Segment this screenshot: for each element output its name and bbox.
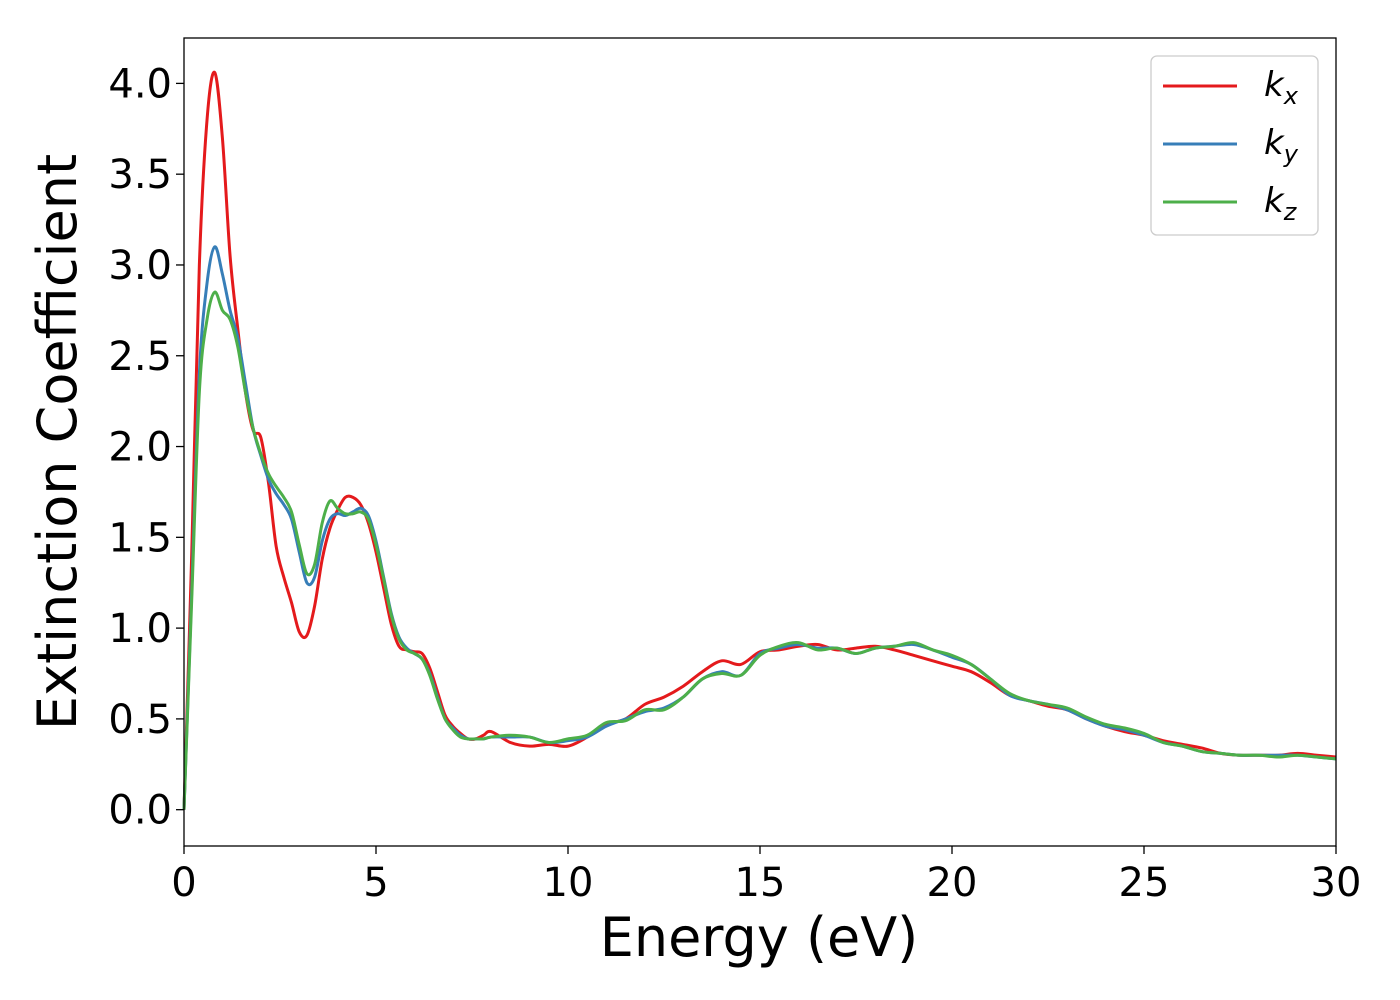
- legend-label-y: ky: [1264, 123, 1299, 168]
- x-axis-title: Energy (eV): [600, 906, 919, 969]
- x-tick-label: 30: [1311, 860, 1362, 906]
- y-tick-label: 1.0: [108, 606, 172, 652]
- x-tick-label: 15: [735, 860, 786, 906]
- series-line-k-z: [182, 290, 1337, 810]
- x-tick-label: 20: [927, 860, 978, 906]
- x-tick-label: 0: [171, 860, 196, 906]
- y-tick-label: 2.5: [108, 334, 172, 380]
- legend-subscript: x: [1283, 82, 1299, 110]
- y-tick-label: 1.5: [108, 515, 172, 561]
- y-axis-title: Extinction Coefficient: [26, 154, 89, 730]
- legend-subscript: y: [1283, 140, 1299, 168]
- y-tick-label: 2.0: [108, 425, 172, 471]
- series-line-k-y: [182, 245, 1337, 810]
- y-tick-label: 4.0: [108, 61, 172, 107]
- x-tick-label: 25: [1119, 860, 1170, 906]
- x-tick-label: 10: [543, 860, 594, 906]
- y-tick-label: 3.5: [108, 152, 172, 198]
- y-tick-label: 0.5: [108, 697, 172, 743]
- x-tick-label: 5: [363, 860, 388, 906]
- y-tick-label: 0.0: [108, 788, 172, 834]
- axes-layer: 0 5 10 15 20 25 30 0.0 0.5 1.0 1.5 2.0 2.5 3.0 3.5 4.0: [108, 37, 1362, 906]
- series-layer: [182, 70, 1337, 810]
- y-tick-label: 3.0: [108, 243, 172, 289]
- legend-subscript: z: [1283, 198, 1298, 226]
